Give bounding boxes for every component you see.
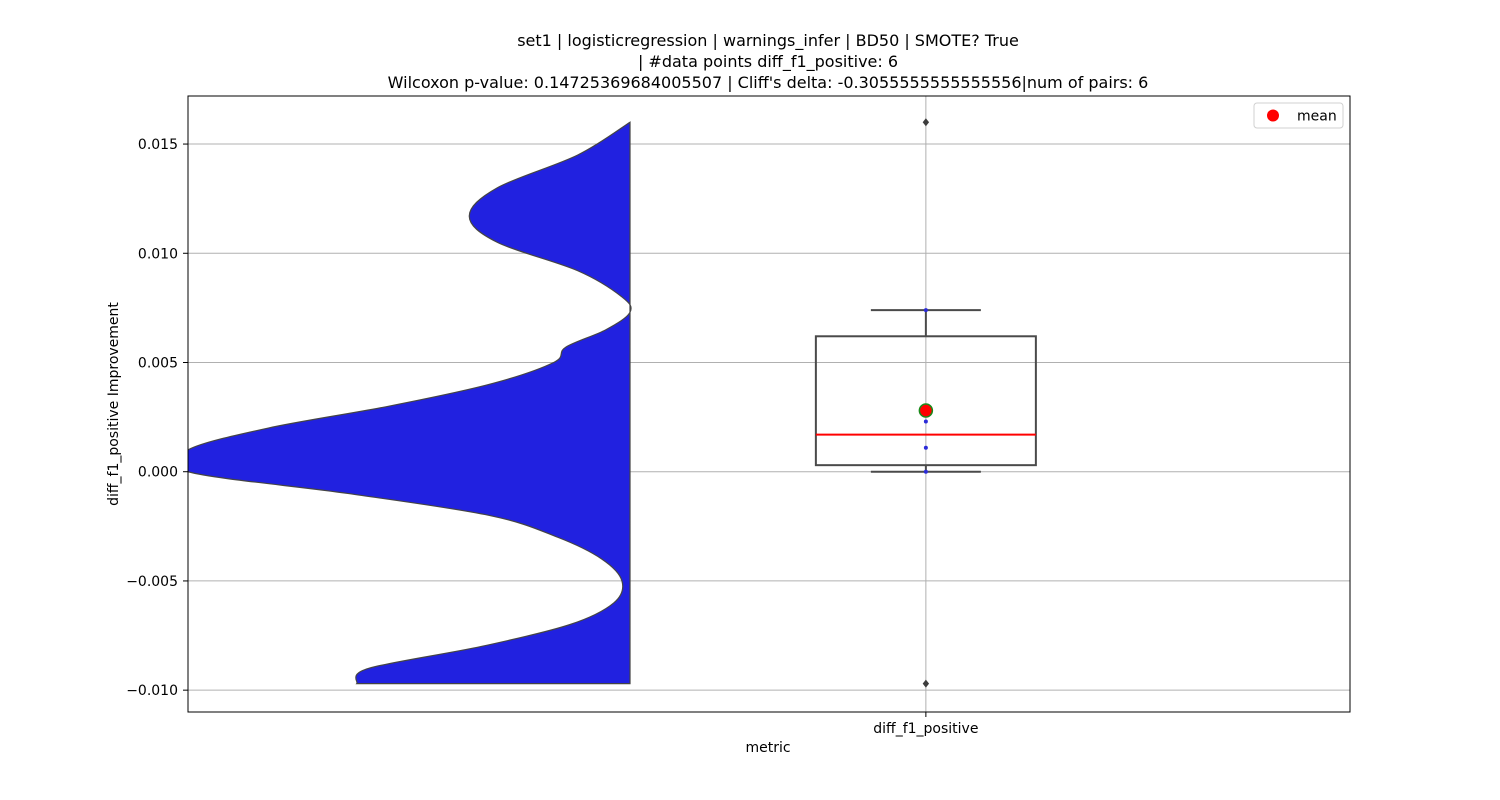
chart-title-line-3: Wilcoxon p-value: 0.14725369684005507 | … <box>388 73 1149 92</box>
legend-mean-marker <box>1267 109 1279 122</box>
outlier-marker <box>922 679 930 688</box>
legend-box <box>1253 102 1344 129</box>
x-axis-label: metric <box>745 740 790 756</box>
y-tick-label: 0.015 <box>138 137 178 153</box>
y-tick-label: 0.010 <box>138 246 178 262</box>
y-tick-label: 0.005 <box>138 355 178 371</box>
mean-marker <box>918 403 934 418</box>
violin-body <box>188 121 632 685</box>
y-tick-label: −0.005 <box>126 574 178 590</box>
data-point <box>923 419 928 424</box>
box-iqr <box>814 335 1037 467</box>
y-tick-label: 0.000 <box>138 465 178 481</box>
y-tick-label: −0.010 <box>126 683 178 699</box>
data-point <box>923 445 928 450</box>
y-axis-label: diff_f1_positive Improvement <box>106 302 122 506</box>
data-point <box>923 469 928 474</box>
chart-title-line-1: set1 | logisticregression | warnings_inf… <box>517 31 1019 51</box>
x-tick-label: diff_f1_positive <box>873 721 978 737</box>
outlier-marker <box>922 118 930 127</box>
chart-title-line-2: | #data points diff_f1_positive: 6 <box>638 52 898 72</box>
legend-mean-label: mean <box>1297 109 1337 125</box>
data-point <box>923 308 928 313</box>
plot-frame <box>187 95 1351 713</box>
plot-area: −0.010 −0.005 0.000 0.005 0.010 0.015 diff_f1_… <box>126 95 1351 737</box>
